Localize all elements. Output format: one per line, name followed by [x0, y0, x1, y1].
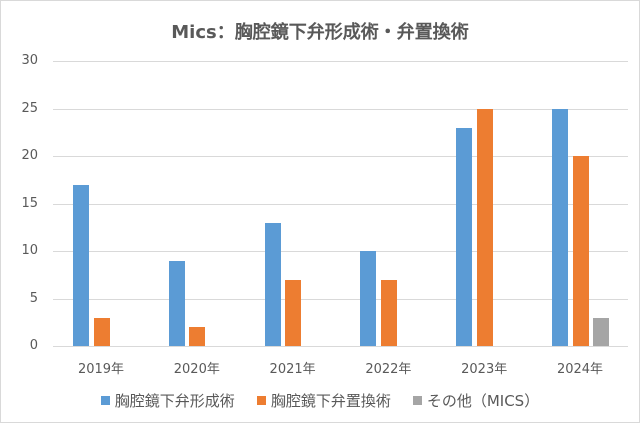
y-tick-label: 0 [29, 338, 38, 353]
legend-swatch-icon [256, 396, 266, 405]
gridline [53, 108, 628, 110]
legend-label: 胸腔鏡下弁置換術 [270, 392, 391, 410]
bar [168, 260, 185, 346]
y-tick-label: 20 [21, 148, 38, 163]
bar [189, 327, 206, 346]
legend-item: 胸腔鏡下弁置換術 [256, 390, 391, 411]
y-tick-label: 25 [21, 100, 38, 116]
bar [360, 251, 377, 346]
gridline [53, 298, 628, 300]
x-tick-label: 2023年 [461, 362, 508, 377]
x-tick-label: 2022年 [365, 362, 412, 377]
bar [93, 317, 110, 346]
y-tick-label: 30 [21, 53, 38, 68]
gridline [53, 61, 628, 62]
x-tick-label: 2024年 [556, 362, 604, 377]
chart-title: Mics：胸腔鏡下弁形成術・弁置換術 [171, 22, 469, 43]
legend-label: 胸腔鏡下弁形成術 [114, 392, 235, 410]
bar [476, 108, 493, 346]
legend-item: 胸腔鏡下弁形成術 [100, 390, 235, 411]
x-tick-label: 2020年 [173, 362, 220, 377]
gridline [53, 346, 628, 347]
gridline [53, 251, 628, 252]
legend-label: その他（MICS） [426, 392, 540, 410]
chart-legend: 胸腔鏡下弁形成術 胸腔鏡下弁置換術 その他（MICS） [0, 390, 640, 411]
legend-swatch-icon [412, 396, 422, 405]
y-tick-label: 5 [29, 290, 38, 306]
bar [572, 156, 589, 346]
gridline [53, 156, 628, 157]
y-tick-label: 10 [21, 243, 38, 258]
gridline [53, 203, 628, 205]
legend-item: その他（MICS） [412, 390, 540, 411]
legend-swatch-icon [100, 396, 110, 405]
y-tick-label: 15 [21, 195, 38, 211]
bar [456, 127, 473, 346]
x-tick-label: 2019年 [77, 362, 125, 377]
bar [380, 279, 397, 346]
bar [285, 279, 302, 346]
bar [73, 184, 89, 346]
x-tick-label: 2021年 [269, 362, 316, 377]
bar [552, 108, 568, 346]
bar [264, 222, 281, 346]
bar [593, 317, 609, 346]
